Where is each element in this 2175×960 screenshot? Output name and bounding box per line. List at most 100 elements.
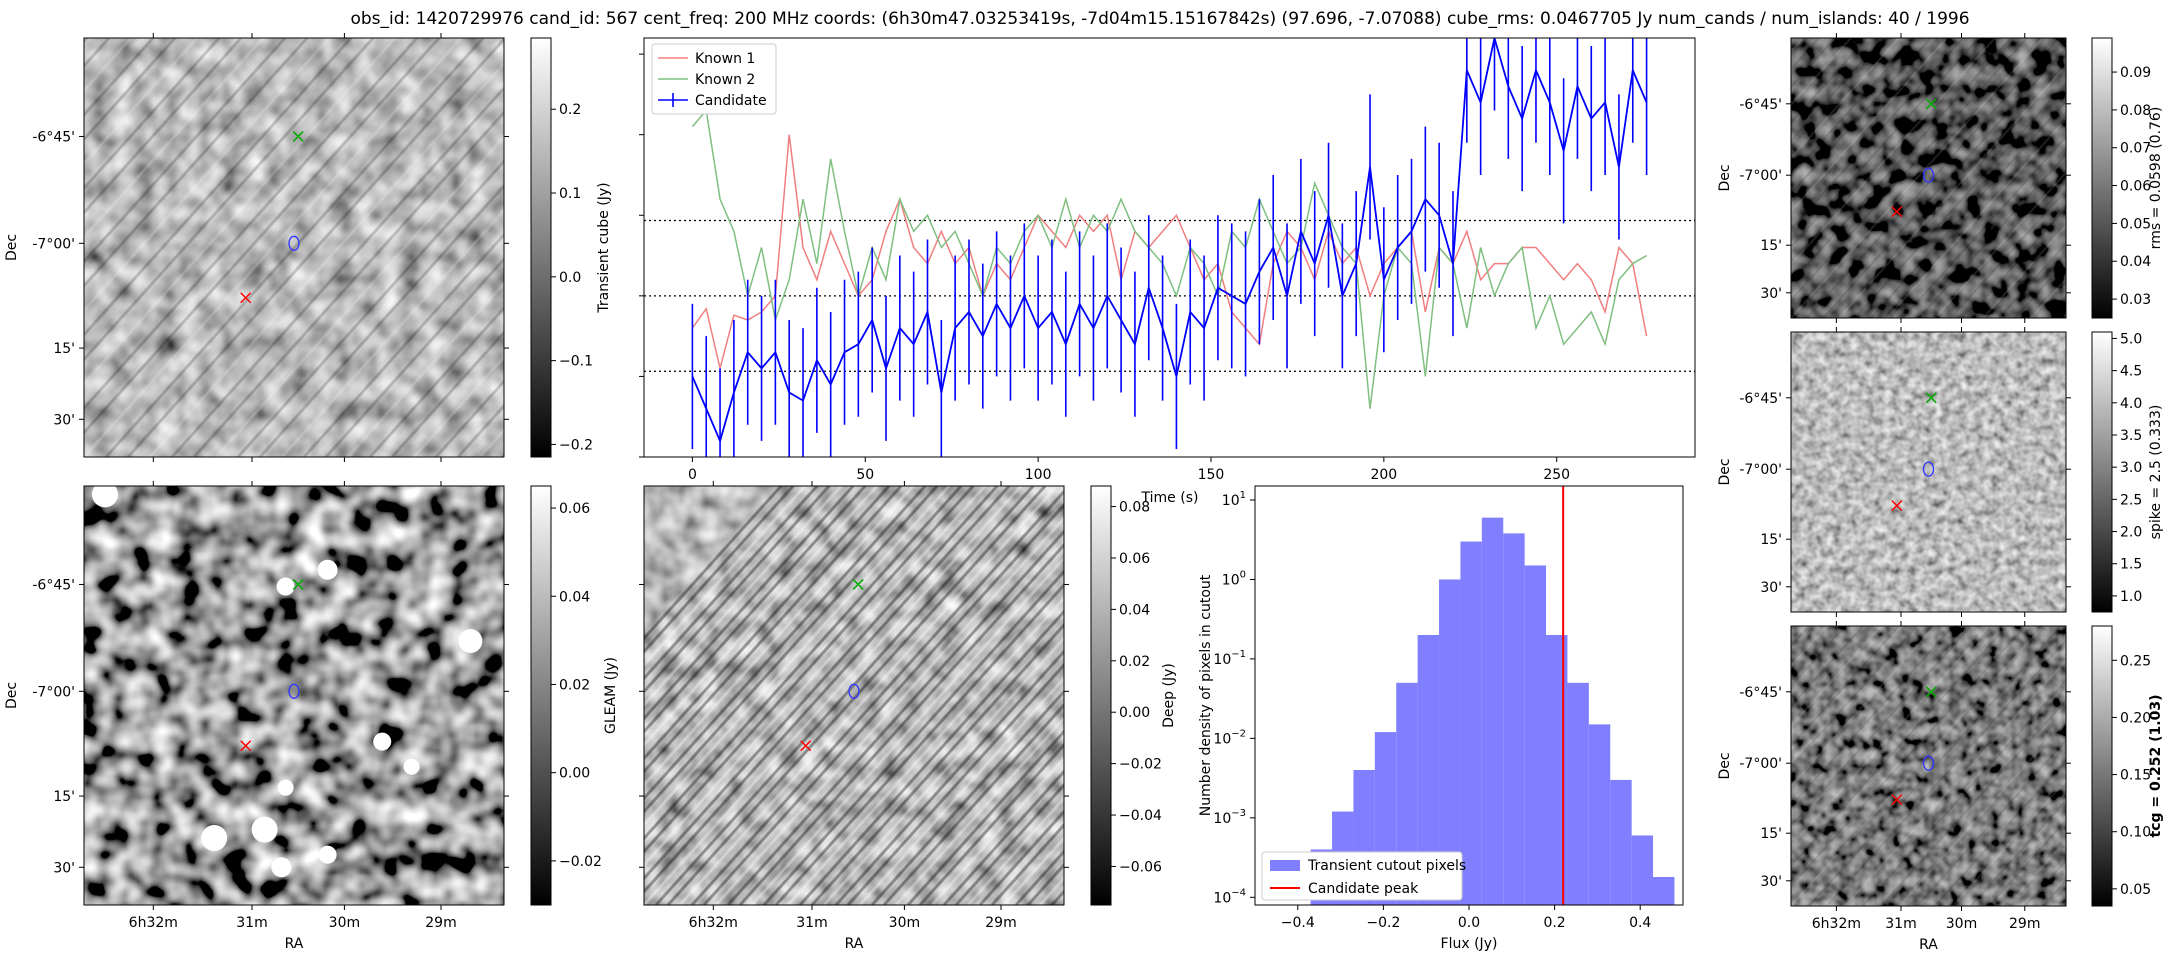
transient-streak — [84, 38, 375, 362]
series-line-known-2 — [691, 108, 1647, 409]
deep-streak — [966, 796, 1064, 905]
transient-streak — [84, 38, 287, 264]
transient-cbar-tick-label: −0.2 — [559, 437, 593, 453]
deep-streak — [644, 486, 795, 654]
gleam-frame — [83, 485, 505, 906]
gleam-source-blob — [317, 559, 338, 580]
transient-panel: -6°45' -7°00' 15' 30' Dec 0.2 0.1 0.0 −0.1 −0.2 Tr… — [4, 33, 1341, 462]
transient-streak — [214, 134, 504, 457]
rms-streak — [1886, 117, 2066, 318]
tcg-streak — [1791, 626, 2008, 868]
tcg-cbar-tick-label: 0.05 — [2120, 882, 2151, 898]
gleam-xlabel: RA — [285, 936, 304, 952]
transient-streak — [104, 38, 485, 457]
tcg-ra-tick-label: 30m — [1946, 916, 1977, 932]
gleam-cbar-label: GLEAM (Jy) — [603, 657, 619, 734]
transient-ylabel: Dec — [4, 234, 20, 261]
rms-streak — [1950, 188, 2066, 318]
transient-streak — [84, 38, 463, 457]
spike-cbar-tick-label: 3.0 — [2120, 460, 2142, 476]
deep-streak — [930, 756, 1064, 905]
transient-streak — [876, 38, 1253, 457]
deep-streak — [702, 502, 1064, 905]
spike-known2-marker — [1925, 392, 1937, 404]
histogram-bar — [1503, 533, 1525, 905]
deep-cbar-tick-label: 0.08 — [1119, 500, 1150, 516]
tcg-streak — [1844, 658, 2066, 906]
gleam-source-blob — [277, 779, 294, 796]
deep-streak — [882, 702, 1064, 905]
deep-colorbar — [1090, 485, 1112, 906]
spike-dec-tick-label: 30' — [1760, 580, 1782, 596]
rms-known1-marker — [1891, 206, 1903, 218]
deep-streak — [644, 486, 999, 881]
deep-streak — [834, 649, 1064, 905]
transient-streak — [434, 379, 504, 457]
deep-cbar-tick-label: 0.06 — [1119, 551, 1150, 567]
spike-cbar-tick-label: 3.5 — [2120, 428, 2142, 444]
deep-image — [644, 486, 1064, 905]
rms-streak — [1791, 38, 1900, 160]
tcg-cbar-tick-label: 0.25 — [2120, 653, 2151, 669]
lightcurve-legend: Known 1 Known 2 Candidate — [651, 43, 777, 115]
histogram-chart: −0.4 −0.2 0.0 0.2 0.4 101 100 10−1 10−2 10−3 10−4 F… — [1198, 485, 1684, 952]
tcg-streak — [1791, 626, 1846, 688]
deep-streak — [644, 486, 903, 774]
tcg-ra-tick-label: 29m — [2009, 916, 2040, 932]
rms-streak — [1791, 38, 1996, 267]
deep-streak — [978, 809, 1064, 905]
gleam-cbar-tick-label: 0.04 — [559, 589, 590, 605]
deep-streak — [644, 486, 1023, 905]
legend-box — [1261, 851, 1463, 901]
deep-streak — [644, 486, 807, 668]
histogram-bar — [1460, 541, 1482, 905]
lightcurve-xlabel: Time (s) — [1141, 490, 1199, 506]
spike-dec-tick-label: -7°00' — [1739, 462, 1782, 478]
gleam-cbar-tick-label: 0.06 — [559, 501, 590, 517]
rms-dec-tick-label: -7°00' — [1739, 168, 1782, 184]
tcg-streak — [1880, 698, 2066, 906]
rms-cbar-tick-label: 0.07 — [2120, 141, 2151, 157]
transient-streak — [964, 38, 1341, 457]
tcg-cbar-tick-label: 0.20 — [2120, 710, 2151, 726]
transient-streak — [302, 232, 504, 457]
deep-texture — [644, 486, 1064, 905]
transient-cbar-label: Transient cube (Jy) — [596, 182, 612, 313]
tcg-dec-tick-label: -6°45' — [1739, 685, 1782, 701]
lightcurve-x-tick-label: 200 — [1370, 467, 1397, 483]
gleam-image — [84, 486, 504, 905]
transient-streak — [148, 61, 504, 457]
gleam-ra-tick-label: 29m — [425, 915, 456, 931]
tcg-streak — [1791, 626, 1990, 848]
tcg-colorbar — [2091, 625, 2113, 907]
tcg-ra-tick-label: 31m — [1885, 916, 1916, 932]
spike-panel: -6°45' -7°00' 15' 30' Dec 5.0 4.5 4.0 3.5 3.0 2.5 2… — [1717, 327, 2164, 617]
spike-cbar-label: spike = 2.5 (0.333) — [2148, 405, 2164, 540]
rms-cbar-tick-label: 0.04 — [2120, 254, 2151, 270]
deep-streak — [786, 596, 1064, 905]
tcg-streak — [1916, 738, 2066, 906]
transient-streak — [920, 38, 1297, 457]
series-line-candidate — [691, 38, 1648, 444]
histogram-x-tick-label: 0.0 — [1458, 915, 1480, 931]
deep-cbar-tick-label: 0.04 — [1119, 602, 1150, 618]
tcg-streak — [1862, 678, 2066, 906]
tcg-streak — [1988, 818, 2066, 906]
rms-cbar-tick-label: 0.08 — [2120, 103, 2151, 119]
transient-known1-marker — [240, 292, 252, 304]
deep-ra-tick-label: 29m — [985, 915, 1016, 931]
gleam-ylabel: Dec — [4, 682, 20, 709]
deep-cbar-tick-label: −0.06 — [1119, 859, 1162, 875]
transient-texture — [84, 38, 504, 457]
transient-streak — [84, 38, 155, 118]
histogram-y-tick-label: 101 — [1222, 490, 1246, 509]
deep-streak — [644, 486, 783, 641]
figure-title: obs_id: 1420729976 cand_id: 567 cent_fre… — [350, 9, 1969, 29]
deep-streak — [644, 486, 963, 841]
deep-streak — [942, 769, 1064, 905]
deep-xlabel: RA — [845, 936, 864, 952]
deep-streak — [644, 486, 975, 854]
rms-cbar-label: rms = 0.0598 (0.76) — [2148, 107, 2164, 250]
transient-streak — [84, 38, 353, 338]
tcg-known1-marker — [1891, 794, 1903, 806]
